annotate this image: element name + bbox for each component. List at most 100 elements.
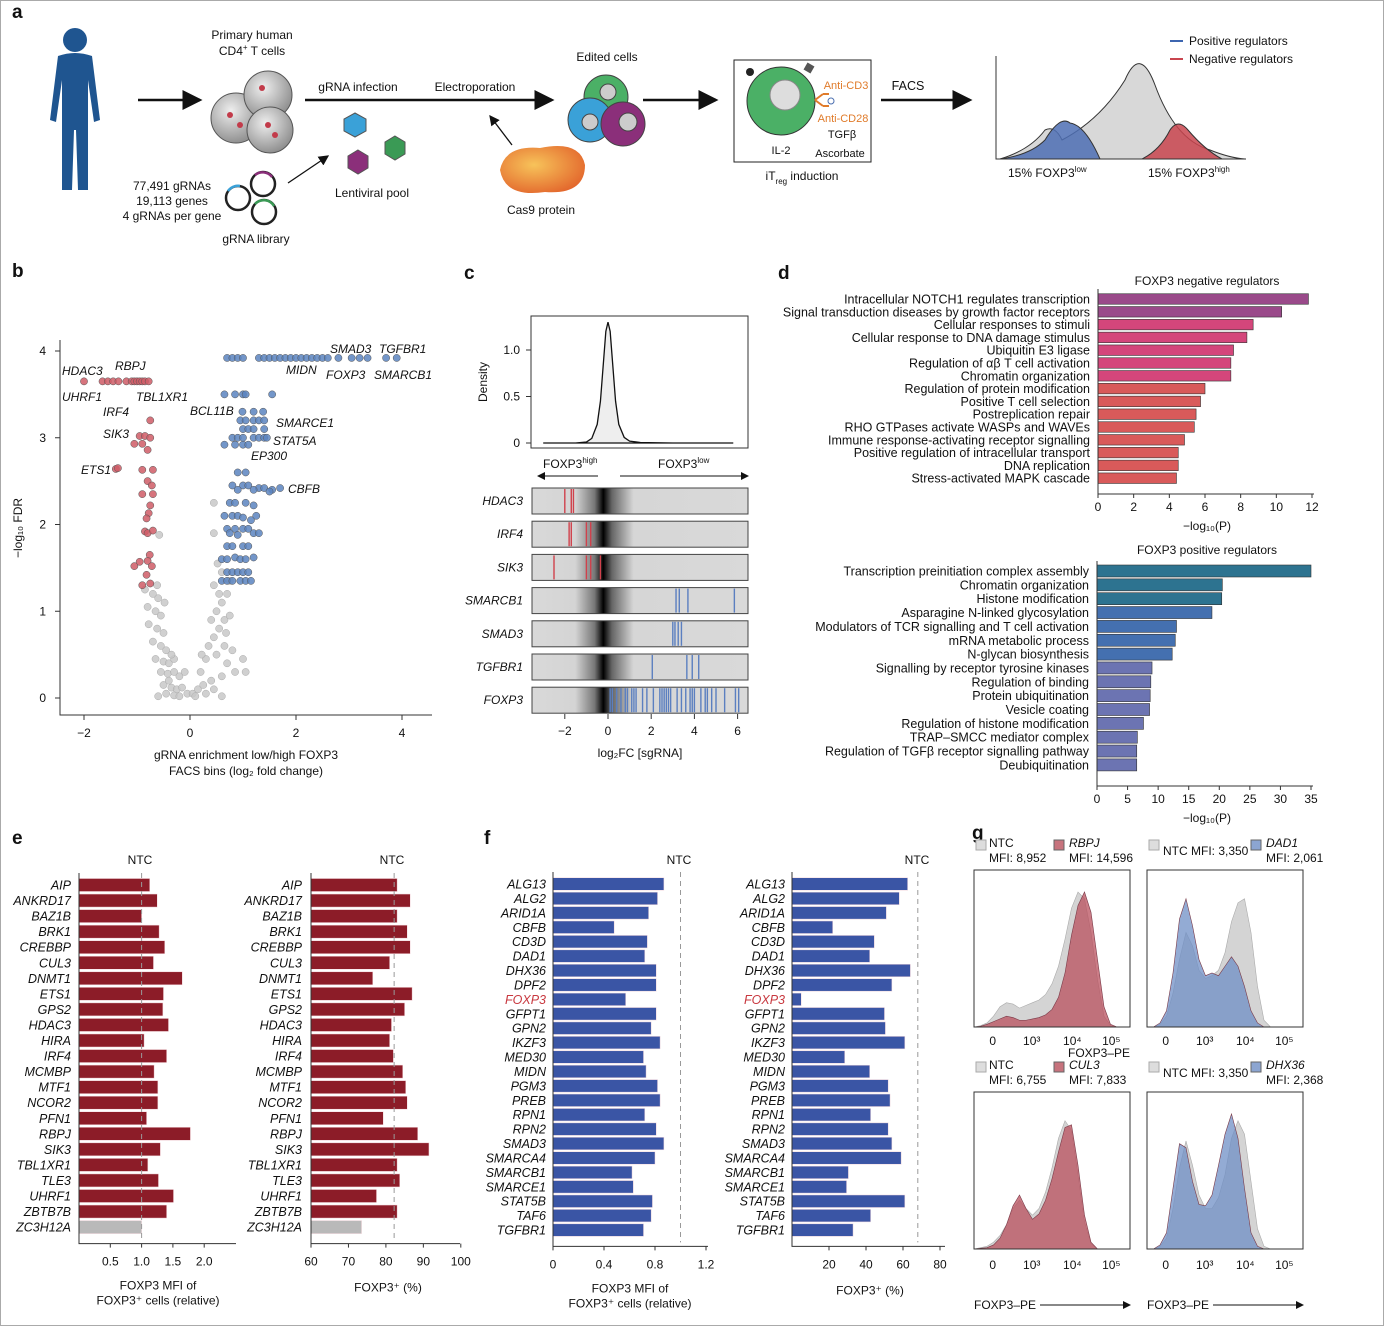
volcano-point [164,659,173,668]
bar-category-label: Chromatin organization [960,578,1089,592]
chart-title: FOXP3 negative regulators [1135,274,1280,288]
x-tick-label: 0 [187,726,194,740]
gene-annotation: BCL11B [190,404,234,418]
volcano-point [130,562,139,570]
volcano-point [241,390,250,399]
gene-annotation: SMARCE1 [276,416,334,430]
x-tick-label: 0 [605,724,612,738]
volcano-point [80,377,88,386]
volcano-point [233,468,242,477]
bar [1097,319,1254,331]
bar-category-label: TLE3 [272,1174,302,1188]
barcode-row [531,587,749,615]
volcano-point [210,633,218,642]
legend-sample-mfi: MFI: 14,596 [1069,851,1133,865]
bar-category-label: CUL3 [39,956,71,970]
volcano-point [167,650,176,659]
bar-category-label: BAZ1B [31,910,71,924]
bar [1096,606,1213,619]
bar-category-label: GPS2 [38,1003,71,1017]
bar-category-label: STAT5B [501,1195,546,1209]
volcano-point [215,590,223,598]
x-tick-label: 0 [989,1034,996,1048]
bar [552,1050,644,1064]
bar [78,1158,149,1172]
volcano-point [138,490,147,498]
volcano-point [222,629,230,637]
bar-category-label: RBPJ [270,1127,303,1141]
x-tick-label: 10⁴ [1236,1034,1255,1048]
barcode-gene-label: FOXP3 [484,693,524,707]
volcano-point [144,620,153,629]
bar-category-label: PREB [751,1094,785,1108]
bar [78,1033,145,1048]
x-tick-label: 6 [734,724,741,738]
bar [1097,408,1197,420]
volcano-point [244,542,253,551]
volcano-point [241,416,250,425]
volcano-point [259,407,267,416]
volcano-point [162,646,170,655]
bar [78,1142,161,1157]
volcano-point [146,433,155,442]
x-tick-label: 0 [1095,500,1102,514]
volcano-point [241,668,250,676]
y-axis-label: Density [476,362,490,402]
x-tick-label: 12 [1305,500,1319,514]
bar-category-label: STAT5B [740,1195,785,1209]
barcode-row [531,487,749,515]
bar [791,1079,889,1093]
arrow [287,155,330,184]
x-tick-label: 10 [1151,792,1165,806]
bar [552,1194,653,1208]
bar [552,1108,646,1122]
volcano-point [225,611,234,620]
chart-title: FOXP3 positive regulators [1137,543,1277,557]
x-tick-label: −2 [558,724,572,738]
x-tick-label: 10⁴ [1063,1258,1082,1272]
bar [1096,717,1144,730]
bar [1097,395,1201,407]
x-axis-label: FOXP3–PE [974,1298,1036,1312]
volcano-point [382,354,390,362]
bar [78,1095,159,1110]
y-tick-label: 4 [39,344,46,358]
volcano-point [146,579,155,588]
x-tick-label: 1.0 [133,1255,150,1269]
bar-category-label: CREBBP [251,941,303,955]
gene-annotation: UHRF1 [62,390,102,404]
bar [791,1209,871,1223]
x-tick-label: 0 [1162,1034,1169,1048]
bar [310,1189,377,1203]
bar [78,909,142,923]
volcano-point [244,440,253,449]
volcano-point [239,433,247,442]
bar-category-label: Transcription preinitiation complex asse… [844,565,1090,579]
bar-category-label: Regulation of αβ T cell activation [909,357,1090,371]
bar-category-label: CD3D [751,935,785,949]
legend-sample-mfi: MFI: 2,061 [1266,851,1324,865]
bar-category-label: MIDN [753,1065,786,1079]
histogram-frame [973,1091,1131,1250]
gene-annotation: HDAC3 [62,364,103,378]
bar-category-label: DHX36 [506,964,546,978]
x-tick-label: 0.8 [647,1257,664,1271]
bar-category-label: Signalling by receptor tyrosine kinases [876,661,1089,675]
bar [552,1036,661,1050]
x-tick-label: 30 [1274,792,1288,806]
bar [552,920,615,934]
volcano-point [249,485,258,494]
x-tick-label: −2 [77,726,91,740]
bar [552,1079,658,1093]
cells-label-line1: Primary human [211,28,292,42]
bar [310,1173,401,1188]
volcano-point [231,390,239,399]
volcano-point [260,425,269,433]
volcano-point [231,440,239,449]
volcano-point [138,581,147,590]
bar-category-label: PFN1 [270,1112,302,1126]
bar [78,1064,155,1079]
bar-category-label: SMARCB1 [725,1166,785,1180]
volcano-point [157,611,165,620]
library-stat: 77,491 gRNAs [133,179,211,193]
